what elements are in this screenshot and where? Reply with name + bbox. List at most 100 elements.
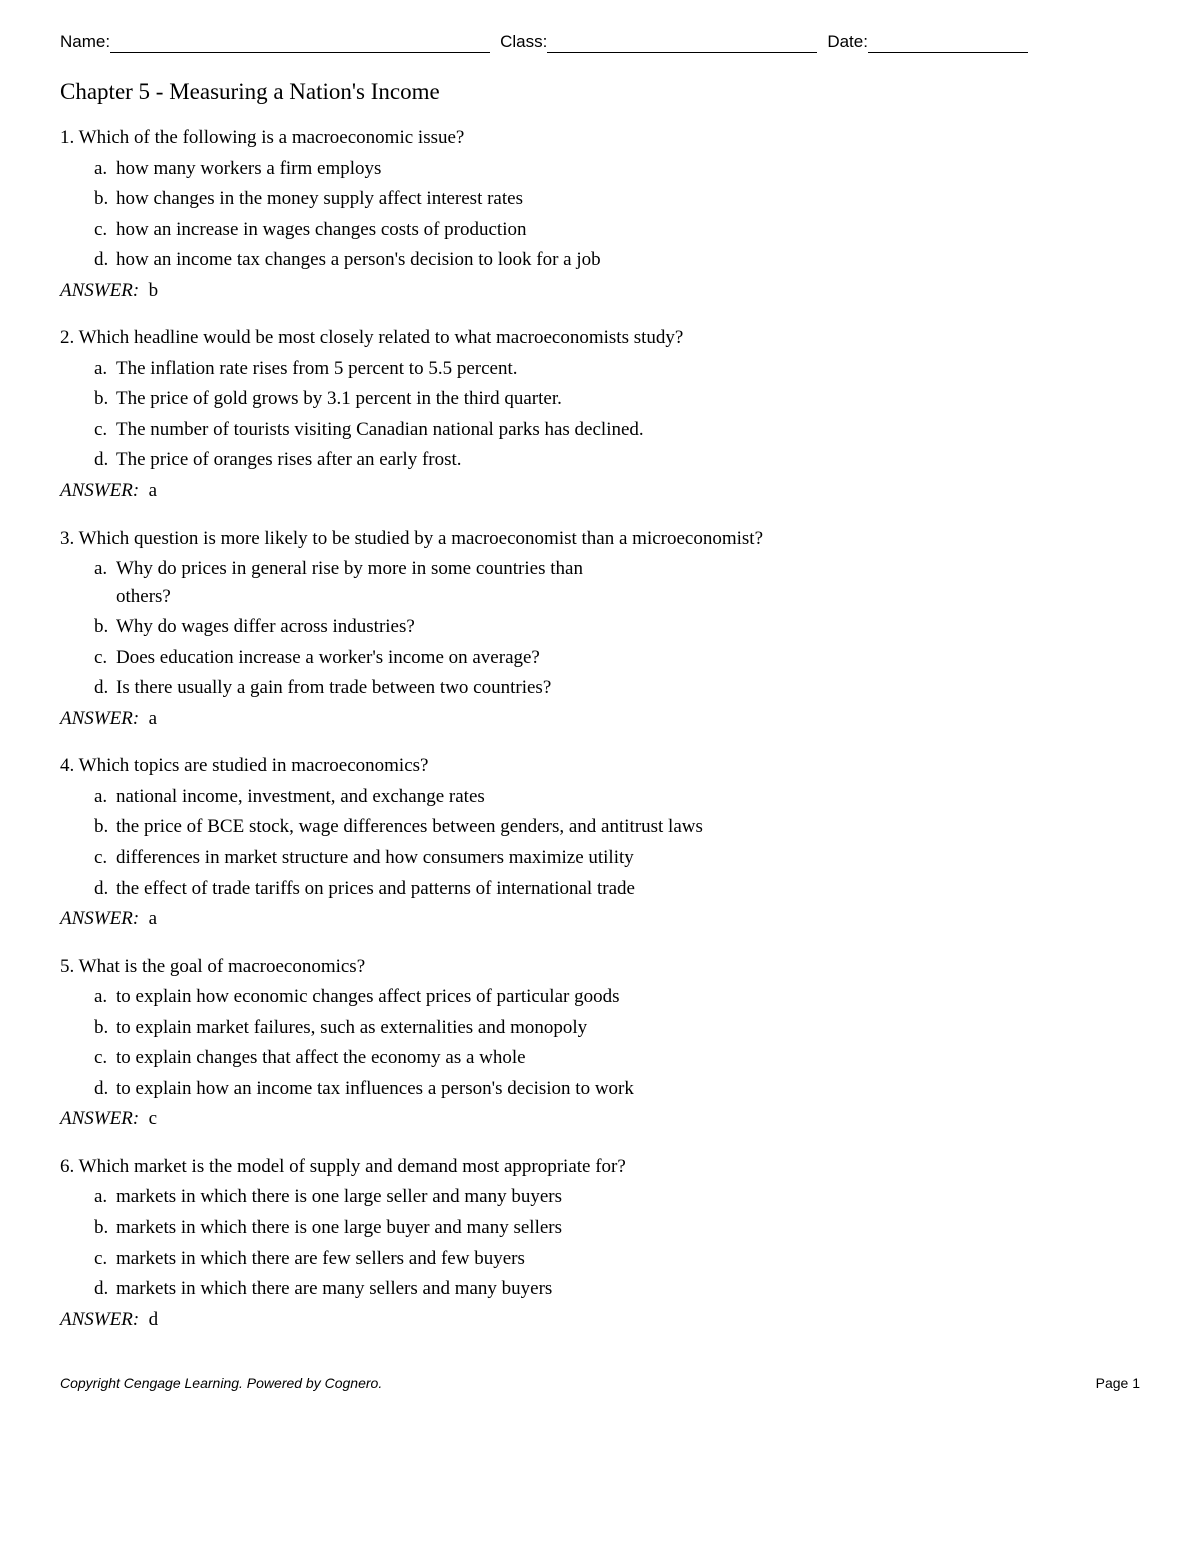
name-label: Name: <box>60 30 110 55</box>
option: a.markets in which there is one large se… <box>94 1183 1140 1211</box>
answer-value: d <box>149 1309 159 1330</box>
option-letter: c. <box>94 644 116 672</box>
answer-label: ANSWER: <box>60 1309 149 1330</box>
option-letter: c. <box>94 1245 116 1273</box>
answer-value: a <box>149 480 157 501</box>
date-line[interactable] <box>868 52 1028 53</box>
option-text: to explain changes that affect the econo… <box>116 1044 1140 1072</box>
option: a.The inflation rate rises from 5 percen… <box>94 355 1140 383</box>
question: 4. Which topics are studied in macroecon… <box>60 752 1140 932</box>
options: a.markets in which there is one large se… <box>60 1183 1140 1302</box>
option: a.how many workers a firm employs <box>94 155 1140 183</box>
option-letter: b. <box>94 1014 116 1042</box>
option-letter: a. <box>94 555 116 610</box>
option: a.Why do prices in general rise by more … <box>94 555 1140 610</box>
option-text: The inflation rate rises from 5 percent … <box>116 355 1140 383</box>
question-stem: 4. Which topics are studied in macroecon… <box>60 752 1140 780</box>
option: d.the effect of trade tariffs on prices … <box>94 875 1140 903</box>
option-text: markets in which there are many sellers … <box>116 1275 1140 1303</box>
option-letter: c. <box>94 216 116 244</box>
option: b.Why do wages differ across industries? <box>94 613 1140 641</box>
option: b.markets in which there is one large bu… <box>94 1214 1140 1242</box>
answer-label: ANSWER: <box>60 480 149 501</box>
option: b.how changes in the money supply affect… <box>94 185 1140 213</box>
answer: ANSWER: a <box>60 477 1140 505</box>
option: d.Is there usually a gain from trade bet… <box>94 674 1140 702</box>
option-letter: a. <box>94 1183 116 1211</box>
options: a.national income, investment, and excha… <box>60 783 1140 902</box>
option-text: how an increase in wages changes costs o… <box>116 216 1140 244</box>
option: d.how an income tax changes a person's d… <box>94 246 1140 274</box>
options: a.The inflation rate rises from 5 percen… <box>60 355 1140 474</box>
option-text: how many workers a firm employs <box>116 155 1140 183</box>
header-row: Name: Class: Date: <box>60 30 1140 55</box>
option-text: the effect of trade tariffs on prices an… <box>116 875 1140 903</box>
option-text: the price of BCE stock, wage differences… <box>116 813 1140 841</box>
name-block: Name: <box>60 30 490 55</box>
option-letter: a. <box>94 983 116 1011</box>
option-letter: b. <box>94 185 116 213</box>
name-line[interactable] <box>110 52 490 53</box>
option-text: Is there usually a gain from trade betwe… <box>116 674 1140 702</box>
option: c.markets in which there are few sellers… <box>94 1245 1140 1273</box>
option-letter: a. <box>94 355 116 383</box>
class-line[interactable] <box>547 52 817 53</box>
question-stem: 6. Which market is the model of supply a… <box>60 1153 1140 1181</box>
answer-label: ANSWER: <box>60 908 149 929</box>
option-text: Does education increase a worker's incom… <box>116 644 1140 672</box>
option-letter: d. <box>94 875 116 903</box>
question: 6. Which market is the model of supply a… <box>60 1153 1140 1333</box>
option: c.The number of tourists visiting Canadi… <box>94 416 1140 444</box>
answer: ANSWER: a <box>60 905 1140 933</box>
option-letter: d. <box>94 1075 116 1103</box>
answer-value: a <box>149 708 157 729</box>
answer-value: a <box>149 908 157 929</box>
question-stem: 1. Which of the following is a macroecon… <box>60 124 1140 152</box>
copyright-text: Copyright Cengage Learning. Powered by C… <box>60 1373 382 1393</box>
answer: ANSWER: b <box>60 277 1140 305</box>
answer: ANSWER: c <box>60 1105 1140 1133</box>
date-block: Date: <box>827 30 1028 55</box>
option-text: markets in which there is one large sell… <box>116 1183 1140 1211</box>
answer-value: b <box>149 280 159 301</box>
option-text: The number of tourists visiting Canadian… <box>116 416 1140 444</box>
option-text: how an income tax changes a person's dec… <box>116 246 1140 274</box>
question-stem: 2. Which headline would be most closely … <box>60 324 1140 352</box>
options: a.to explain how economic changes affect… <box>60 983 1140 1102</box>
option-letter: b. <box>94 613 116 641</box>
question: 2. Which headline would be most closely … <box>60 324 1140 504</box>
option-letter: c. <box>94 844 116 872</box>
option-text: The price of gold grows by 3.1 percent i… <box>116 385 1140 413</box>
page-number: Page 1 <box>1096 1373 1140 1393</box>
option: a.national income, investment, and excha… <box>94 783 1140 811</box>
option-letter: c. <box>94 416 116 444</box>
option-text: how changes in the money supply affect i… <box>116 185 1140 213</box>
option-letter: d. <box>94 1275 116 1303</box>
option-text: markets in which there is one large buye… <box>116 1214 1140 1242</box>
option-text: national income, investment, and exchang… <box>116 783 1140 811</box>
option-letter: a. <box>94 783 116 811</box>
option: c.to explain changes that affect the eco… <box>94 1044 1140 1072</box>
options: a.how many workers a firm employsb.how c… <box>60 155 1140 274</box>
option: d.The price of oranges rises after an ea… <box>94 446 1140 474</box>
question-stem: 5. What is the goal of macroeconomics? <box>60 953 1140 981</box>
option-text: to explain how economic changes affect p… <box>116 983 1140 1011</box>
option-letter: d. <box>94 674 116 702</box>
option: b.the price of BCE stock, wage differenc… <box>94 813 1140 841</box>
answer-value: c <box>149 1108 157 1129</box>
answer-label: ANSWER: <box>60 280 149 301</box>
option-text: The price of oranges rises after an earl… <box>116 446 1140 474</box>
date-label: Date: <box>827 30 868 55</box>
option: d.markets in which there are many seller… <box>94 1275 1140 1303</box>
option: b.The price of gold grows by 3.1 percent… <box>94 385 1140 413</box>
option-letter: a. <box>94 155 116 183</box>
option-letter: b. <box>94 385 116 413</box>
option-text: Why do prices in general rise by more in… <box>116 555 636 610</box>
question: 1. Which of the following is a macroecon… <box>60 124 1140 304</box>
answer: ANSWER: d <box>60 1306 1140 1334</box>
option-text: differences in market structure and how … <box>116 844 1140 872</box>
option-letter: b. <box>94 813 116 841</box>
question: 5. What is the goal of macroeconomics?a.… <box>60 953 1140 1133</box>
answer-label: ANSWER: <box>60 708 149 729</box>
option: b.to explain market failures, such as ex… <box>94 1014 1140 1042</box>
